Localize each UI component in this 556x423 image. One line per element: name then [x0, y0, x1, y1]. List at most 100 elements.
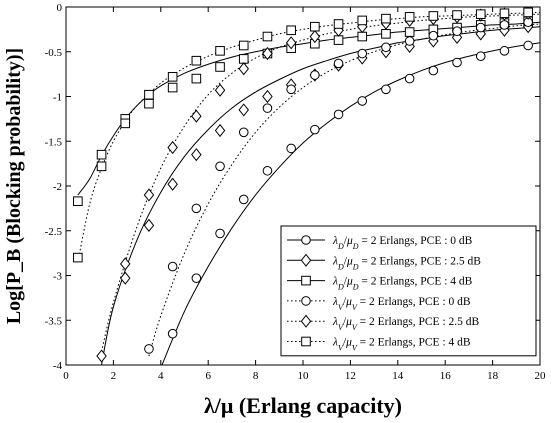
series-2-point-5 [214, 123, 226, 138]
series-6-point-19 [499, 8, 510, 19]
series-5-point-1 [96, 349, 107, 363]
series-1-point-8 [333, 109, 344, 120]
series-3-point-4 [144, 98, 154, 109]
series-6-point-13 [357, 15, 368, 26]
series-4-point-5 [238, 127, 249, 138]
series-4-point-8 [310, 70, 320, 80]
series-6-point-6 [191, 55, 202, 66]
series-1-point-7 [310, 124, 320, 135]
series-4-point-12 [404, 36, 415, 46]
series-1-point-6 [286, 143, 296, 154]
y-tick-label: -4 [53, 360, 63, 372]
series-4-point-14 [452, 26, 462, 36]
series-4-point-1 [144, 344, 154, 354]
series-6-point-3 [120, 118, 131, 129]
legend-marker-1 [301, 235, 311, 245]
y-tick-label: -2 [53, 181, 62, 193]
legend-label-3: λD/μD = 2 Erlangs, PCE : 4 dB [332, 276, 473, 292]
series-3-line [77, 21, 541, 196]
series-6-point-15 [404, 12, 415, 22]
series-1-point-11 [404, 73, 415, 84]
series-1-point-10 [381, 84, 391, 95]
series-5-point-9 [285, 36, 297, 50]
axis-ticks: 0 2 4 6 8 10 12 14 16 18 20 0 -0.5 -1 -1.5 -2 -2.5 -3 -3.5… [45, 2, 546, 382]
series-5-point-7 [238, 62, 249, 76]
series-6-point-20 [523, 7, 533, 18]
y-tick-label: -1 [53, 92, 62, 104]
y-tick-label: -3.5 [45, 315, 63, 327]
series-4-point-13 [428, 30, 439, 41]
series-6-point-16 [428, 11, 439, 21]
series-1-point-2 [191, 273, 202, 283]
series-5-point-3 [143, 188, 155, 202]
series-1-point-3 [215, 228, 225, 239]
y-axis-label: Log[P_B (Blocking probability)] [3, 48, 25, 324]
legend-marker-3 [301, 275, 311, 286]
series-4-point-16 [499, 20, 510, 30]
series-3-point-12 [333, 35, 344, 45]
series-6-line [77, 11, 541, 263]
legend-marker-4 [301, 296, 311, 306]
x-tick-label: 4 [158, 370, 164, 382]
series-2-point-7 [262, 89, 273, 104]
legend-marker-2 [300, 253, 312, 267]
series-6-point-10 [286, 25, 296, 36]
legend: λD/μD = 2 Erlangs, PCE : 0 dB λD/μD = 2 E… [280, 225, 537, 357]
y-tick-label: -0.5 [45, 47, 63, 59]
series-3-point-8 [238, 54, 249, 64]
series-1-point-13 [452, 57, 462, 68]
series-4-point-6 [262, 103, 273, 113]
series-2-point-15 [451, 30, 463, 45]
series-1-point-16 [523, 40, 533, 51]
series-6-point-4 [144, 89, 154, 100]
series-5-point-6 [214, 83, 226, 97]
x-tick-label: 14 [392, 370, 404, 382]
legend-label-1: λD/μD = 2 Erlangs, PCE : 0 dB [332, 235, 473, 251]
series-6-point-8 [238, 40, 249, 51]
legend-label-2: λD/μD = 2 Erlangs, PCE : 2.5 dB [332, 255, 481, 271]
series-3-point-6 [191, 73, 202, 84]
series-6-point-9 [262, 31, 273, 42]
series-6-point-5 [167, 72, 178, 82]
x-tick-label: 20 [535, 370, 547, 382]
legend-marker-6 [301, 336, 311, 347]
series-3-point-5 [167, 82, 178, 93]
series-6-point-14 [381, 13, 391, 24]
series-5-point-8 [262, 46, 273, 61]
x-tick-label: 16 [440, 370, 452, 382]
series-2-line [101, 26, 541, 366]
series-4-point-7 [286, 84, 296, 95]
series-1-line [161, 42, 541, 366]
series-markers [73, 6, 534, 363]
series-2-point-2 [143, 218, 155, 232]
series-1-point-9 [357, 96, 368, 106]
series-4-point-15 [475, 22, 486, 33]
y-tick-label: -3 [53, 271, 63, 283]
series-1-point-15 [499, 46, 510, 56]
series-1-point-14 [475, 51, 486, 62]
series-5-point-2 [120, 257, 131, 271]
series-3-point-7 [215, 62, 225, 72]
series-2-point-3 [167, 177, 178, 191]
series-5-point-5 [191, 109, 202, 123]
legend-label-4: λV/μV = 2 Erlangs, PCE : 0 dB [332, 296, 471, 312]
series-3-point-2 [96, 149, 107, 160]
series-5-point-4 [167, 140, 178, 155]
legend-marker-5 [300, 314, 312, 328]
series-5-line [101, 13, 541, 352]
series-4-point-4 [215, 161, 225, 172]
series-4-point-9 [333, 58, 344, 69]
y-tick-label: 0 [57, 2, 63, 14]
series-2-point-1 [120, 271, 131, 285]
y-tick-label: -1.5 [45, 136, 63, 148]
legend-box [280, 225, 537, 357]
series-6-point-17 [452, 10, 462, 20]
series-3-point-1 [73, 196, 83, 207]
series-2-point-4 [191, 148, 202, 162]
x-tick-label: 10 [298, 370, 310, 382]
x-tick-label: 8 [253, 370, 259, 382]
x-tick-label: 0 [63, 370, 69, 382]
series-3-point-13 [357, 31, 368, 42]
y-tick-label: -2.5 [45, 226, 63, 238]
